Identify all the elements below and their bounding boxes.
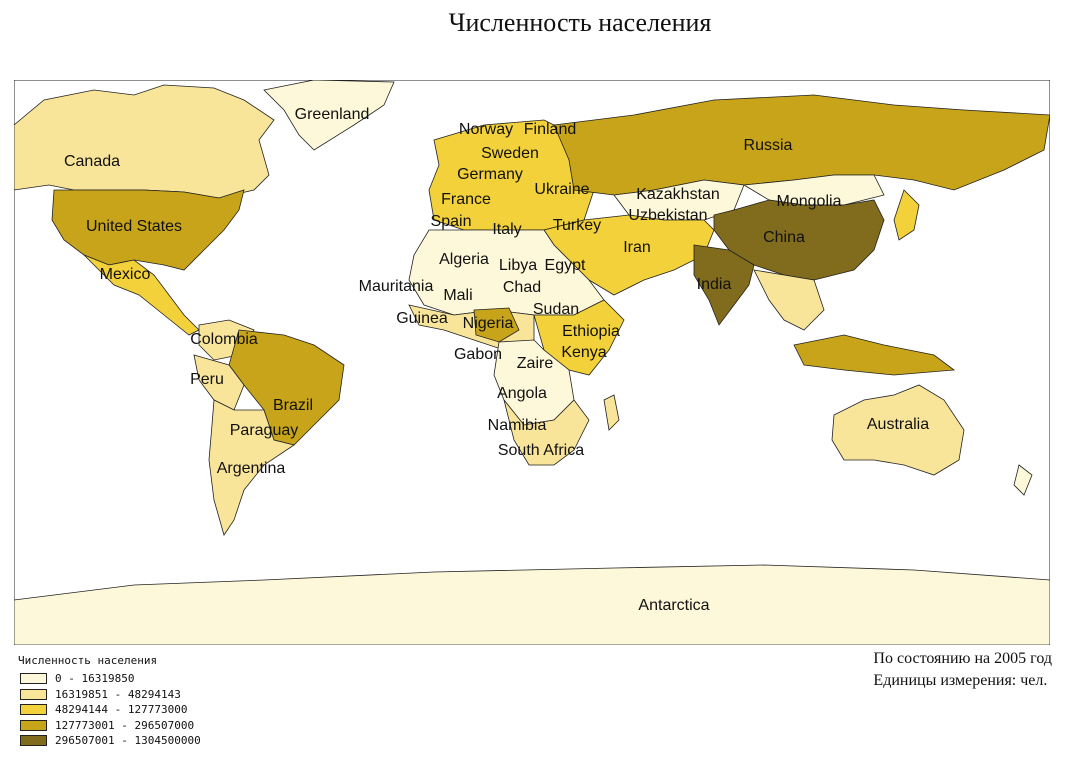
label-italy: Italy (492, 221, 522, 238)
region-southern-africa (503, 399, 590, 466)
region-japan (893, 189, 920, 241)
label-mali: Mali (443, 287, 473, 304)
label-libya: Libya (498, 257, 538, 274)
label-spain: Spain (430, 213, 472, 230)
legend-title: Численность населения (18, 654, 158, 667)
label-colombia: Colombia (190, 331, 258, 348)
label-norway: Norway (458, 121, 514, 138)
label-uzbekistan: Uzbekistan (628, 207, 708, 224)
label-peru: Peru (190, 371, 224, 388)
region-southern-cone (208, 399, 295, 536)
label-ethiopia: Ethiopia (562, 323, 620, 340)
region-australia (831, 384, 965, 476)
legend-label: 0 - 16319850 (55, 672, 135, 686)
label-united-states: United States (85, 218, 183, 235)
label-chad: Chad (502, 279, 542, 296)
legend-label: 296507001 - 1304500000 (55, 734, 201, 748)
label-antarctica: Antarctica (638, 597, 710, 614)
region-madagascar (603, 394, 620, 431)
legend-swatch (20, 673, 47, 685)
region-india (693, 244, 755, 326)
label-ukraine: Ukraine (534, 181, 590, 198)
label-south-africa: South Africa (497, 442, 585, 459)
label-canada: Canada (63, 153, 121, 170)
label-germany: Germany (457, 166, 523, 183)
region-new-zealand (1013, 464, 1033, 496)
label-mauritania: Mauritania (358, 278, 434, 295)
legend-item: 127773001 - 296507000 (18, 718, 278, 734)
legend-item: 0 - 16319850 (18, 671, 278, 687)
world-map: Greenland Canada United States Mexico Co… (14, 80, 1050, 645)
legend-label: 16319851 - 48294143 (55, 687, 181, 701)
label-kenya: Kenya (561, 344, 607, 361)
label-mexico: Mexico (99, 266, 151, 283)
label-argentina: Argentina (216, 460, 286, 477)
legend-item: 296507001 - 1304500000 (18, 733, 278, 749)
region-southeast-asia (753, 269, 825, 331)
label-sudan: Sudan (532, 301, 580, 318)
label-russia: Russia (743, 137, 793, 154)
label-egypt: Egypt (544, 257, 586, 274)
legend-swatch (20, 704, 47, 716)
legend-item: 16319851 - 48294143 (18, 687, 278, 703)
region-united-states (51, 189, 245, 271)
label-namibia: Namibia (487, 417, 547, 434)
map-title: Численность населения (448, 8, 712, 37)
region-nigeria (473, 307, 520, 343)
legend-swatch (20, 719, 47, 731)
label-nigeria: Nigeria (462, 315, 514, 332)
label-kazakhstan: Kazakhstan (636, 186, 720, 203)
label-turkey: Turkey (552, 217, 602, 234)
region-indonesia (793, 334, 956, 376)
label-brazil: Brazil (272, 397, 314, 414)
note-date: По состоянию на 2005 год (873, 650, 1052, 667)
label-mongolia: Mongolia (776, 193, 842, 210)
label-iran: Iran (623, 239, 651, 256)
map-note: По состоянию на 2005 год Единицы измерен… (873, 648, 1052, 692)
region-antarctica (14, 564, 1050, 645)
note-units: Единицы измерения: чел. (873, 672, 1048, 689)
legend-swatch (20, 688, 47, 700)
label-greenland: Greenland (294, 106, 370, 123)
legend-label: 48294144 - 127773000 (55, 703, 188, 717)
legend-swatch (20, 735, 47, 747)
label-australia: Australia (866, 416, 930, 433)
label-france: France (441, 191, 491, 208)
label-sweden: Sweden (481, 145, 539, 162)
label-guinea: Guinea (396, 310, 448, 327)
map-canvas (14, 80, 1050, 645)
region-canada (14, 84, 275, 199)
label-finland: Finland (523, 121, 577, 138)
map-legend: Численность населения 0 - 16319850 16319… (18, 654, 278, 749)
legend-item: 48294144 - 127773000 (18, 702, 278, 718)
region-greenland (263, 80, 395, 151)
label-china: China (763, 229, 805, 246)
label-angola: Angola (497, 385, 547, 402)
label-india: India (696, 276, 732, 293)
label-algeria: Algeria (439, 251, 489, 268)
legend-label: 127773001 - 296507000 (55, 718, 195, 732)
label-gabon: Gabon (453, 346, 503, 363)
label-zaire: Zaire (516, 355, 554, 372)
label-paraguay: Paraguay (229, 422, 299, 439)
